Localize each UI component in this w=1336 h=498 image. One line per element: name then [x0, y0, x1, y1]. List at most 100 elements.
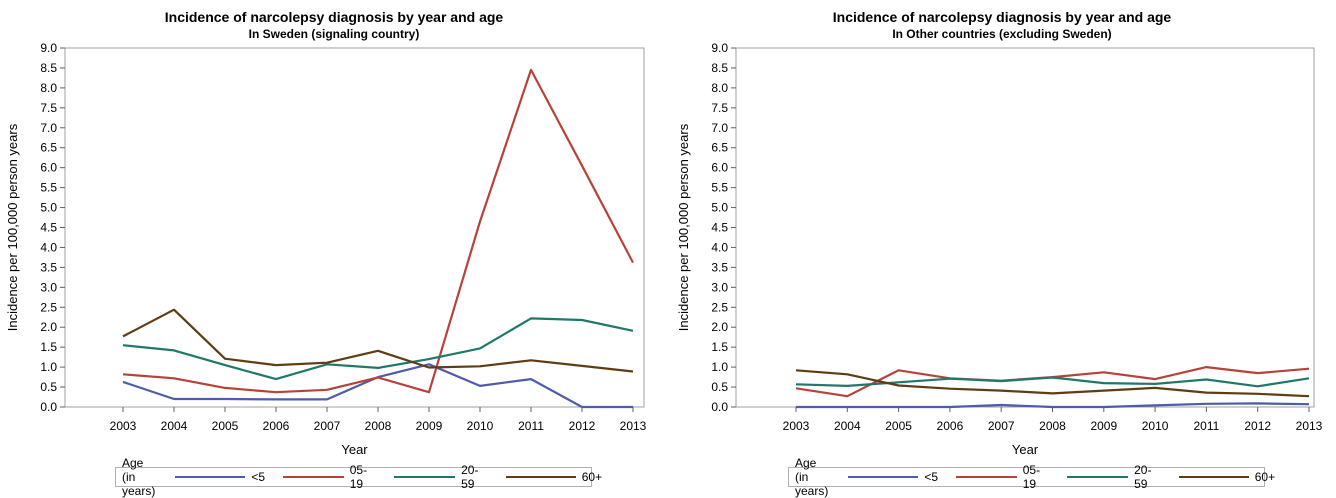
- legend-label: <5: [924, 470, 939, 484]
- legend-swatch: [1067, 476, 1129, 478]
- y-tick-label: 8.5: [711, 61, 728, 75]
- legend-title: Age (in years): [795, 456, 829, 498]
- x-tick-label: 2003: [783, 419, 810, 433]
- series-line-0: [796, 402, 1310, 409]
- x-tick-label: 2013: [620, 419, 647, 433]
- x-tick-label: 2007: [988, 419, 1015, 433]
- y-tick-label: 5.0: [711, 201, 728, 215]
- x-tick-label: 2007: [314, 419, 341, 433]
- x-tick-label: 2004: [834, 419, 861, 433]
- x-tick-label: 2013: [1296, 419, 1323, 433]
- series-line-3: [122, 308, 634, 373]
- y-tick-label: 3.5: [40, 260, 57, 274]
- y-tick-label: 8.0: [711, 81, 728, 95]
- y-tick-label: 4.5: [40, 221, 57, 235]
- series-line-2: [795, 376, 1310, 388]
- series-line-2: [122, 317, 634, 381]
- chart-plot-sweden: 0.0 0.5 1.0 1.5 2.0 2.5 3.0 3.5 4.0 4.5 5.0 5.5 6.0 6…: [5, 41, 647, 457]
- x-tick-label: 2011: [1193, 419, 1219, 433]
- legend-title: Age (in years): [122, 456, 156, 498]
- legend-swatch: [1178, 476, 1249, 478]
- y-tick-label: 7.5: [40, 101, 57, 115]
- y-tick-label: 0.5: [711, 380, 728, 394]
- x-tick-label: 2012: [569, 419, 596, 433]
- chart-subtitle: In Sweden (signaling country): [248, 27, 420, 41]
- y-tick-label: 8.5: [40, 61, 57, 75]
- x-tick-label: 2011: [518, 419, 544, 433]
- y-tick-label: 4.0: [711, 240, 728, 254]
- y-tick-label: 2.5: [711, 300, 728, 314]
- series-line-1: [795, 366, 1310, 398]
- y-tick-label: 4.0: [40, 240, 57, 254]
- y-tick-label: 2.0: [40, 320, 57, 334]
- chart-title: Incidence of narcolepsy diagnosis by yea…: [832, 9, 1172, 25]
- x-tick-label: 2003: [110, 419, 137, 433]
- legend-item-60plus: 60+: [505, 470, 603, 484]
- x-tick-label: 2008: [365, 419, 392, 433]
- x-tick-label: 2009: [1090, 419, 1117, 433]
- y-tick-label: 8.0: [40, 81, 57, 95]
- chart-legend: Age (in years) <5 05-19 20-59 60+: [788, 456, 1275, 498]
- x-tick-label: 2005: [212, 419, 239, 433]
- y-tick-label: 5.5: [711, 181, 728, 195]
- legend-label: 60+: [581, 470, 603, 484]
- y-tick-label: 9.0: [40, 41, 57, 55]
- y-tick-label: 0.5: [40, 380, 57, 394]
- series-line-1: [122, 68, 634, 394]
- y-tick-label: 6.5: [711, 141, 728, 155]
- x-axis-label: Year: [1012, 442, 1039, 457]
- y-axis-label: Incidence per 100,000 person years: [676, 123, 691, 331]
- x-tick-label: 2004: [161, 419, 188, 433]
- y-axis-label: Incidence per 100,000 person years: [5, 123, 20, 331]
- y-tick-label: 1.0: [40, 360, 57, 374]
- y-tick-label: 3.0: [40, 280, 57, 294]
- chart-panel-other: Incidence of narcolepsy diagnosis by yea…: [668, 0, 1336, 498]
- x-tick-label: 2006: [263, 419, 290, 433]
- y-tick-label: 0.0: [711, 400, 728, 414]
- legend-item-60plus: 60+: [1178, 470, 1276, 484]
- y-tick-label: 6.5: [40, 141, 57, 155]
- x-tick-label: 2010: [467, 419, 494, 433]
- y-tick-label: 1.5: [711, 340, 728, 354]
- x-axis-label: Year: [341, 442, 368, 457]
- legend-swatch: [394, 476, 456, 478]
- x-tick-label: 2009: [416, 419, 443, 433]
- y-tick-label: 7.0: [40, 121, 57, 135]
- chart-panel-sweden: Incidence of narcolepsy diagnosis by yea…: [0, 0, 668, 498]
- y-tick-label: 7.0: [711, 121, 728, 135]
- y-tick-label: 3.5: [711, 260, 728, 274]
- legend-swatch: [956, 476, 1017, 478]
- y-tick-label: 5.5: [40, 181, 57, 195]
- y-tick-label: 6.0: [711, 161, 728, 175]
- legend-label: <5: [251, 470, 266, 484]
- legend-swatch: [283, 476, 344, 478]
- y-tick-label: 2.0: [711, 320, 728, 334]
- chart-subtitle: In Other countries (excluding Sweden): [892, 27, 1112, 41]
- plot-frame: [735, 47, 1315, 408]
- legend-swatch: [175, 476, 246, 478]
- x-tick-label: 2010: [1142, 419, 1169, 433]
- chart-legend: Age (in years) <5 05-19 20-59 60+: [115, 456, 602, 498]
- series-line-0: [122, 363, 633, 409]
- plot-frame: [64, 47, 645, 408]
- y-tick-label: 2.5: [40, 300, 57, 314]
- y-tick-label: 1.0: [711, 360, 728, 374]
- x-tick-label: 2006: [937, 419, 964, 433]
- y-tick-label: 0.0: [40, 400, 57, 414]
- y-tick-label: 4.5: [711, 221, 728, 235]
- y-tick-label: 3.0: [711, 280, 728, 294]
- legend-swatch: [505, 476, 576, 478]
- x-tick-label: 2005: [885, 419, 912, 433]
- legend-swatch: [848, 476, 919, 478]
- y-tick-label: 1.5: [40, 340, 57, 354]
- x-tick-label: 2012: [1244, 419, 1271, 433]
- legend-label: 60+: [1254, 470, 1276, 484]
- y-tick-label: 5.0: [40, 201, 57, 215]
- y-tick-label: 9.0: [711, 41, 728, 55]
- x-tick-label: 2008: [1039, 419, 1066, 433]
- y-tick-label: 6.0: [40, 161, 57, 175]
- series-line-3: [795, 369, 1310, 398]
- chart-title: Incidence of narcolepsy diagnosis by yea…: [164, 9, 504, 25]
- chart-plot-other: 0.0 0.5 1.0 1.5 2.0 2.5 3.0 3.5 4.0 4.5 5.0 5.5 6.0 6…: [676, 41, 1323, 457]
- y-tick-label: 7.5: [711, 101, 728, 115]
